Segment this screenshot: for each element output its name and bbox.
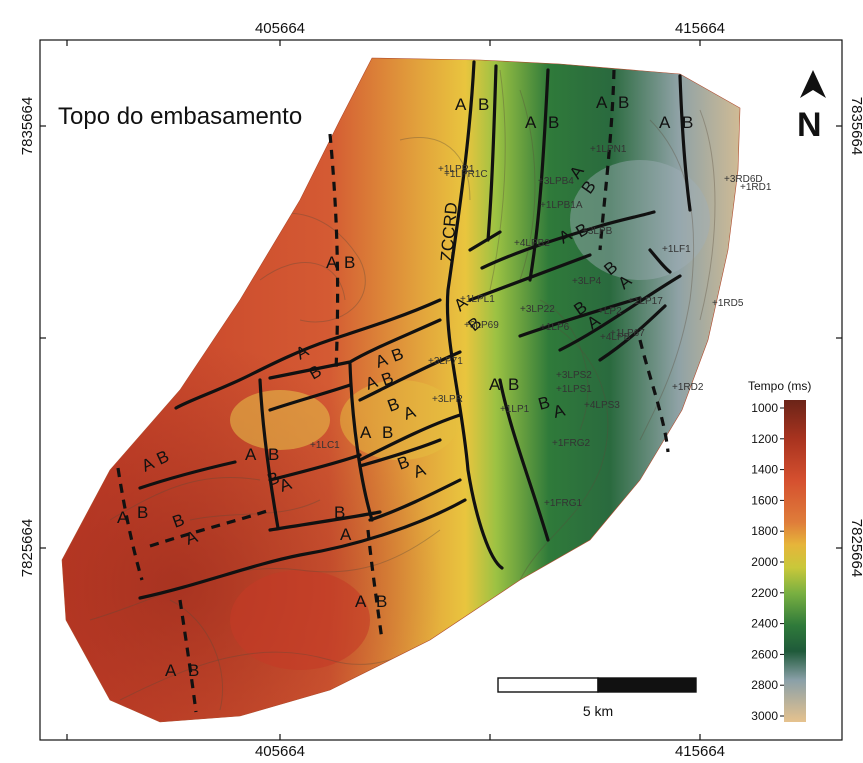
legend-tick-label: 1200 (751, 432, 778, 446)
coord-bottom-left: 405664 (255, 743, 305, 760)
coord-top-left: 405664 (255, 20, 305, 37)
legend-tick-label: 3000 (751, 709, 778, 723)
svg-text:B: B (548, 113, 559, 132)
svg-text:B: B (188, 661, 199, 680)
well-label: +3LPB4 (538, 176, 574, 187)
svg-text:A: A (659, 113, 671, 132)
svg-text:B: B (618, 93, 629, 112)
legend-tick-label: 2200 (751, 586, 778, 600)
svg-text:B: B (536, 393, 552, 414)
well-label: +3LPS2 (556, 370, 592, 381)
well-label: +1LP6 (540, 322, 570, 333)
legend-tick-label: 1400 (751, 463, 778, 477)
svg-text:B: B (478, 95, 489, 114)
frame-ticks (40, 40, 842, 740)
svg-text:A: A (245, 445, 257, 464)
svg-text:A: A (360, 423, 372, 442)
svg-text:A: A (340, 525, 352, 544)
well-label: +3LP4 (572, 276, 602, 287)
scale-bar: 5 km (497, 677, 697, 719)
svg-text:B: B (382, 423, 393, 442)
svg-text:B: B (508, 375, 519, 394)
well-label: +4LPS3 (584, 400, 620, 411)
inferred-fault-lines (116, 69, 670, 713)
legend-tick-label: 2600 (751, 647, 778, 661)
svg-text:A: A (596, 93, 608, 112)
legend-tick-label: 1800 (751, 524, 778, 538)
svg-text:A: A (355, 592, 367, 611)
well-label: +3LPR (432, 394, 463, 405)
legend-tick-label: 2400 (751, 617, 778, 631)
scale-label: 5 km (583, 703, 613, 719)
coord-right-top: 7835664 (848, 97, 863, 155)
well-label: +1LPL1 (460, 294, 495, 305)
well-label: +1LF1 (662, 244, 691, 255)
well-markers: +1LPN1 +3RD6D+1RD1 +1LPR1+1LPR1C +3LPB4 +1LP… (310, 144, 772, 509)
well-label: +1RD5 (712, 298, 744, 309)
legend-tick-label: 2800 (751, 678, 778, 692)
legend-tick-label: 2000 (751, 555, 778, 569)
well-label: +1LP1 (500, 404, 530, 415)
well-label: +1LPR1 (438, 164, 475, 175)
well-label: +1FRG1 (544, 498, 583, 509)
legend-title: Tempo (ms) (748, 379, 811, 393)
well-label: +3LP22 (520, 304, 555, 315)
coord-top-right: 415664 (675, 20, 725, 37)
well-label: +1LPN1 (590, 144, 627, 155)
well-label: +1RD2 (672, 382, 704, 393)
well-label: +1RD1 (740, 182, 772, 193)
well-label: +3LP69 (464, 320, 499, 331)
well-label: +LP2 (598, 306, 622, 317)
svg-text:B: B (137, 503, 148, 522)
svg-text:A: A (165, 661, 177, 680)
well-label: +1LC1 (310, 440, 340, 451)
coord-bottom-right: 415664 (675, 743, 725, 760)
color-legend: Tempo (ms) 1000 1200 1400 1600 1800 2000 2200 2… (748, 379, 811, 723)
well-label: +1LPB1A (540, 200, 583, 211)
surface-outline (61, 57, 741, 723)
svg-text:A: A (326, 253, 338, 272)
well-label: +1LP67 (610, 328, 645, 339)
north-arrow: N (797, 70, 826, 144)
well-label: +1FRG2 (552, 438, 591, 449)
svg-text:A: A (455, 95, 467, 114)
well-label: +1LP17 (628, 296, 663, 307)
svg-text:B: B (682, 113, 693, 132)
svg-text:B: B (344, 253, 355, 272)
legend-tick-label: 1000 (751, 401, 778, 415)
well-label: +1LPR1C (444, 169, 488, 180)
svg-text:A: A (489, 375, 501, 394)
svg-text:B: B (334, 503, 345, 522)
legend-tick-label: 1600 (751, 493, 778, 507)
well-label: +4LPB (600, 332, 631, 343)
coord-left-bottom: 7825664 (19, 519, 36, 577)
well-label: +3LP71 (428, 356, 463, 367)
svg-text:B: B (268, 445, 279, 464)
legend-colorbar (784, 400, 806, 722)
north-label: N (797, 106, 822, 144)
north-arrow-icon (800, 70, 826, 98)
fault-lines (138, 60, 692, 600)
well-label: +1LPS1 (556, 384, 592, 395)
well-label: +3LPB (582, 226, 613, 237)
well-label: +4LPB2 (514, 238, 550, 249)
coord-right-bottom: 7825664 (848, 519, 863, 577)
well-label: +3RD6D (724, 174, 763, 185)
svg-text:B: B (376, 592, 387, 611)
coord-left-top: 7835664 (19, 97, 36, 155)
svg-text:A: A (117, 508, 129, 527)
svg-text:A: A (525, 113, 537, 132)
map-title: Topo do embasamento (58, 103, 302, 130)
